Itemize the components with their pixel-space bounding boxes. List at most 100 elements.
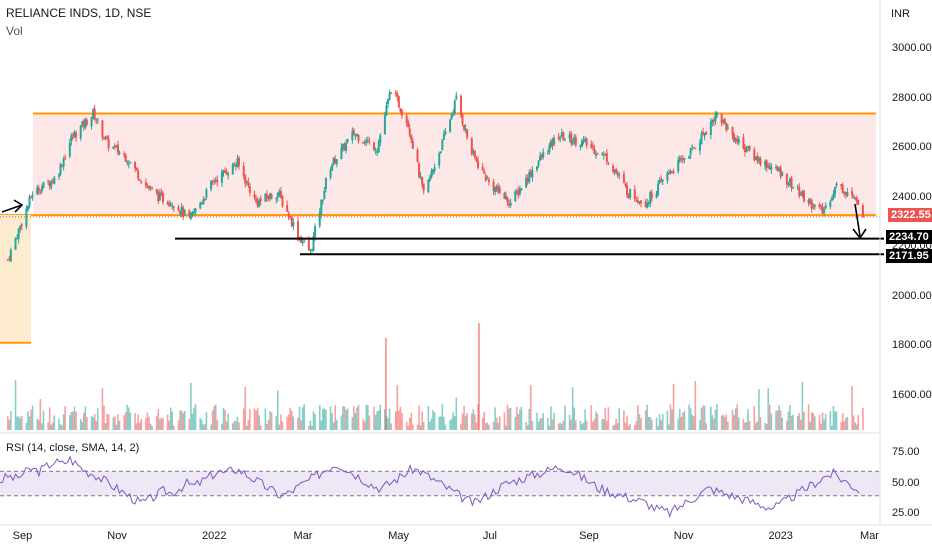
candle-body: [498, 187, 501, 193]
candle-body: [82, 120, 85, 127]
volume-bar: [83, 412, 85, 430]
volume-bar: [256, 407, 259, 430]
volume-bar: [42, 410, 45, 430]
volume-bar: [412, 424, 414, 430]
candle-body: [126, 162, 129, 164]
candle-body: [779, 167, 782, 177]
symbol-title: RELIANCE INDS, 1D, NSE: [6, 6, 152, 20]
candle-body: [278, 191, 281, 195]
candle-body: [570, 133, 573, 143]
volume-bar: [765, 424, 768, 430]
candle-body: [818, 204, 821, 208]
volume-bar: [199, 418, 202, 430]
volume-bar: [498, 416, 501, 430]
candle-body: [444, 131, 447, 134]
volume-bar: [809, 421, 811, 430]
volume-bar: [672, 383, 675, 430]
volume-bar: [159, 419, 161, 430]
volume-bar: [123, 415, 125, 430]
volume-bar: [162, 418, 164, 430]
volume-bar: [390, 423, 392, 430]
volume-bar: [579, 420, 582, 430]
candle-body: [776, 166, 779, 172]
candle-body: [376, 151, 379, 153]
annotation-arrows: [1, 199, 867, 240]
candle-body: [542, 152, 545, 158]
candle-body: [691, 146, 694, 148]
candle-body: [194, 208, 197, 212]
candle-body: [627, 194, 630, 198]
volume-bar: [101, 388, 104, 430]
volume-bar: [539, 418, 541, 430]
candle-body: [629, 189, 632, 199]
volume-bar: [638, 413, 641, 430]
candle-body: [151, 188, 154, 190]
candle-body: [633, 189, 636, 200]
volume-bar: [713, 418, 715, 430]
volume-bar: [857, 414, 860, 430]
volume-bar: [486, 422, 489, 430]
candle-body: [287, 212, 290, 218]
candle-body: [238, 157, 241, 166]
volume-bar: [551, 419, 554, 430]
volume-bar: [514, 416, 517, 430]
candle-body: [830, 197, 833, 201]
volume-bar: [595, 411, 597, 430]
volume-bar: [775, 410, 777, 430]
candle-body: [182, 207, 185, 217]
volume-bar: [694, 380, 697, 430]
candle-body: [309, 249, 312, 251]
volume-bar: [286, 416, 288, 430]
candle-body: [301, 241, 304, 243]
volume-bar: [401, 412, 403, 430]
volume-bar: [481, 417, 484, 430]
volume-bar: [633, 424, 636, 430]
volume-bar: [604, 407, 607, 430]
candle-layer[interactable]: [6, 89, 864, 263]
volume-bar: [410, 412, 413, 430]
candle-body: [649, 191, 652, 205]
candle-body: [365, 140, 368, 143]
candle-body: [573, 136, 576, 142]
candle-body: [624, 184, 627, 186]
candle-body: [612, 165, 615, 172]
volume-bar: [862, 407, 864, 430]
price-tick-label: 2400.00: [892, 190, 932, 203]
candle-body: [290, 216, 293, 227]
volume-bar: [727, 421, 729, 430]
volume-bar: [710, 406, 712, 430]
volume-bar: [433, 412, 436, 430]
volume-bar: [471, 413, 473, 430]
volume-bar: [421, 411, 423, 430]
volume-bar: [396, 384, 399, 430]
candle-body: [135, 167, 138, 170]
candle-body: [672, 171, 675, 173]
volume-bar: [613, 424, 616, 430]
volume-bar: [716, 404, 718, 430]
candle-body: [636, 200, 639, 203]
volume-bar: [61, 425, 63, 430]
volume-bar: [236, 416, 239, 430]
volume-bar: [416, 424, 419, 430]
volume-bar: [311, 425, 313, 430]
candle-body: [646, 203, 649, 208]
volume-bar: [484, 423, 487, 430]
candle-body: [62, 158, 65, 167]
candle-body: [475, 158, 478, 161]
candle-body: [20, 224, 23, 227]
candle-body: [604, 154, 607, 156]
candle-body: [517, 190, 520, 195]
volume-bar: [506, 404, 509, 430]
candle-body: [515, 191, 518, 193]
candle-body: [671, 171, 674, 173]
candle-body: [553, 137, 556, 145]
volume-bar: [41, 423, 43, 430]
volume-bar: [233, 420, 236, 430]
volume-bar: [290, 410, 293, 430]
candle-body: [410, 135, 413, 141]
volume-bar: [691, 414, 694, 430]
volume-bar: [689, 408, 692, 430]
candle-body: [320, 199, 323, 215]
volume-bar: [764, 423, 766, 430]
